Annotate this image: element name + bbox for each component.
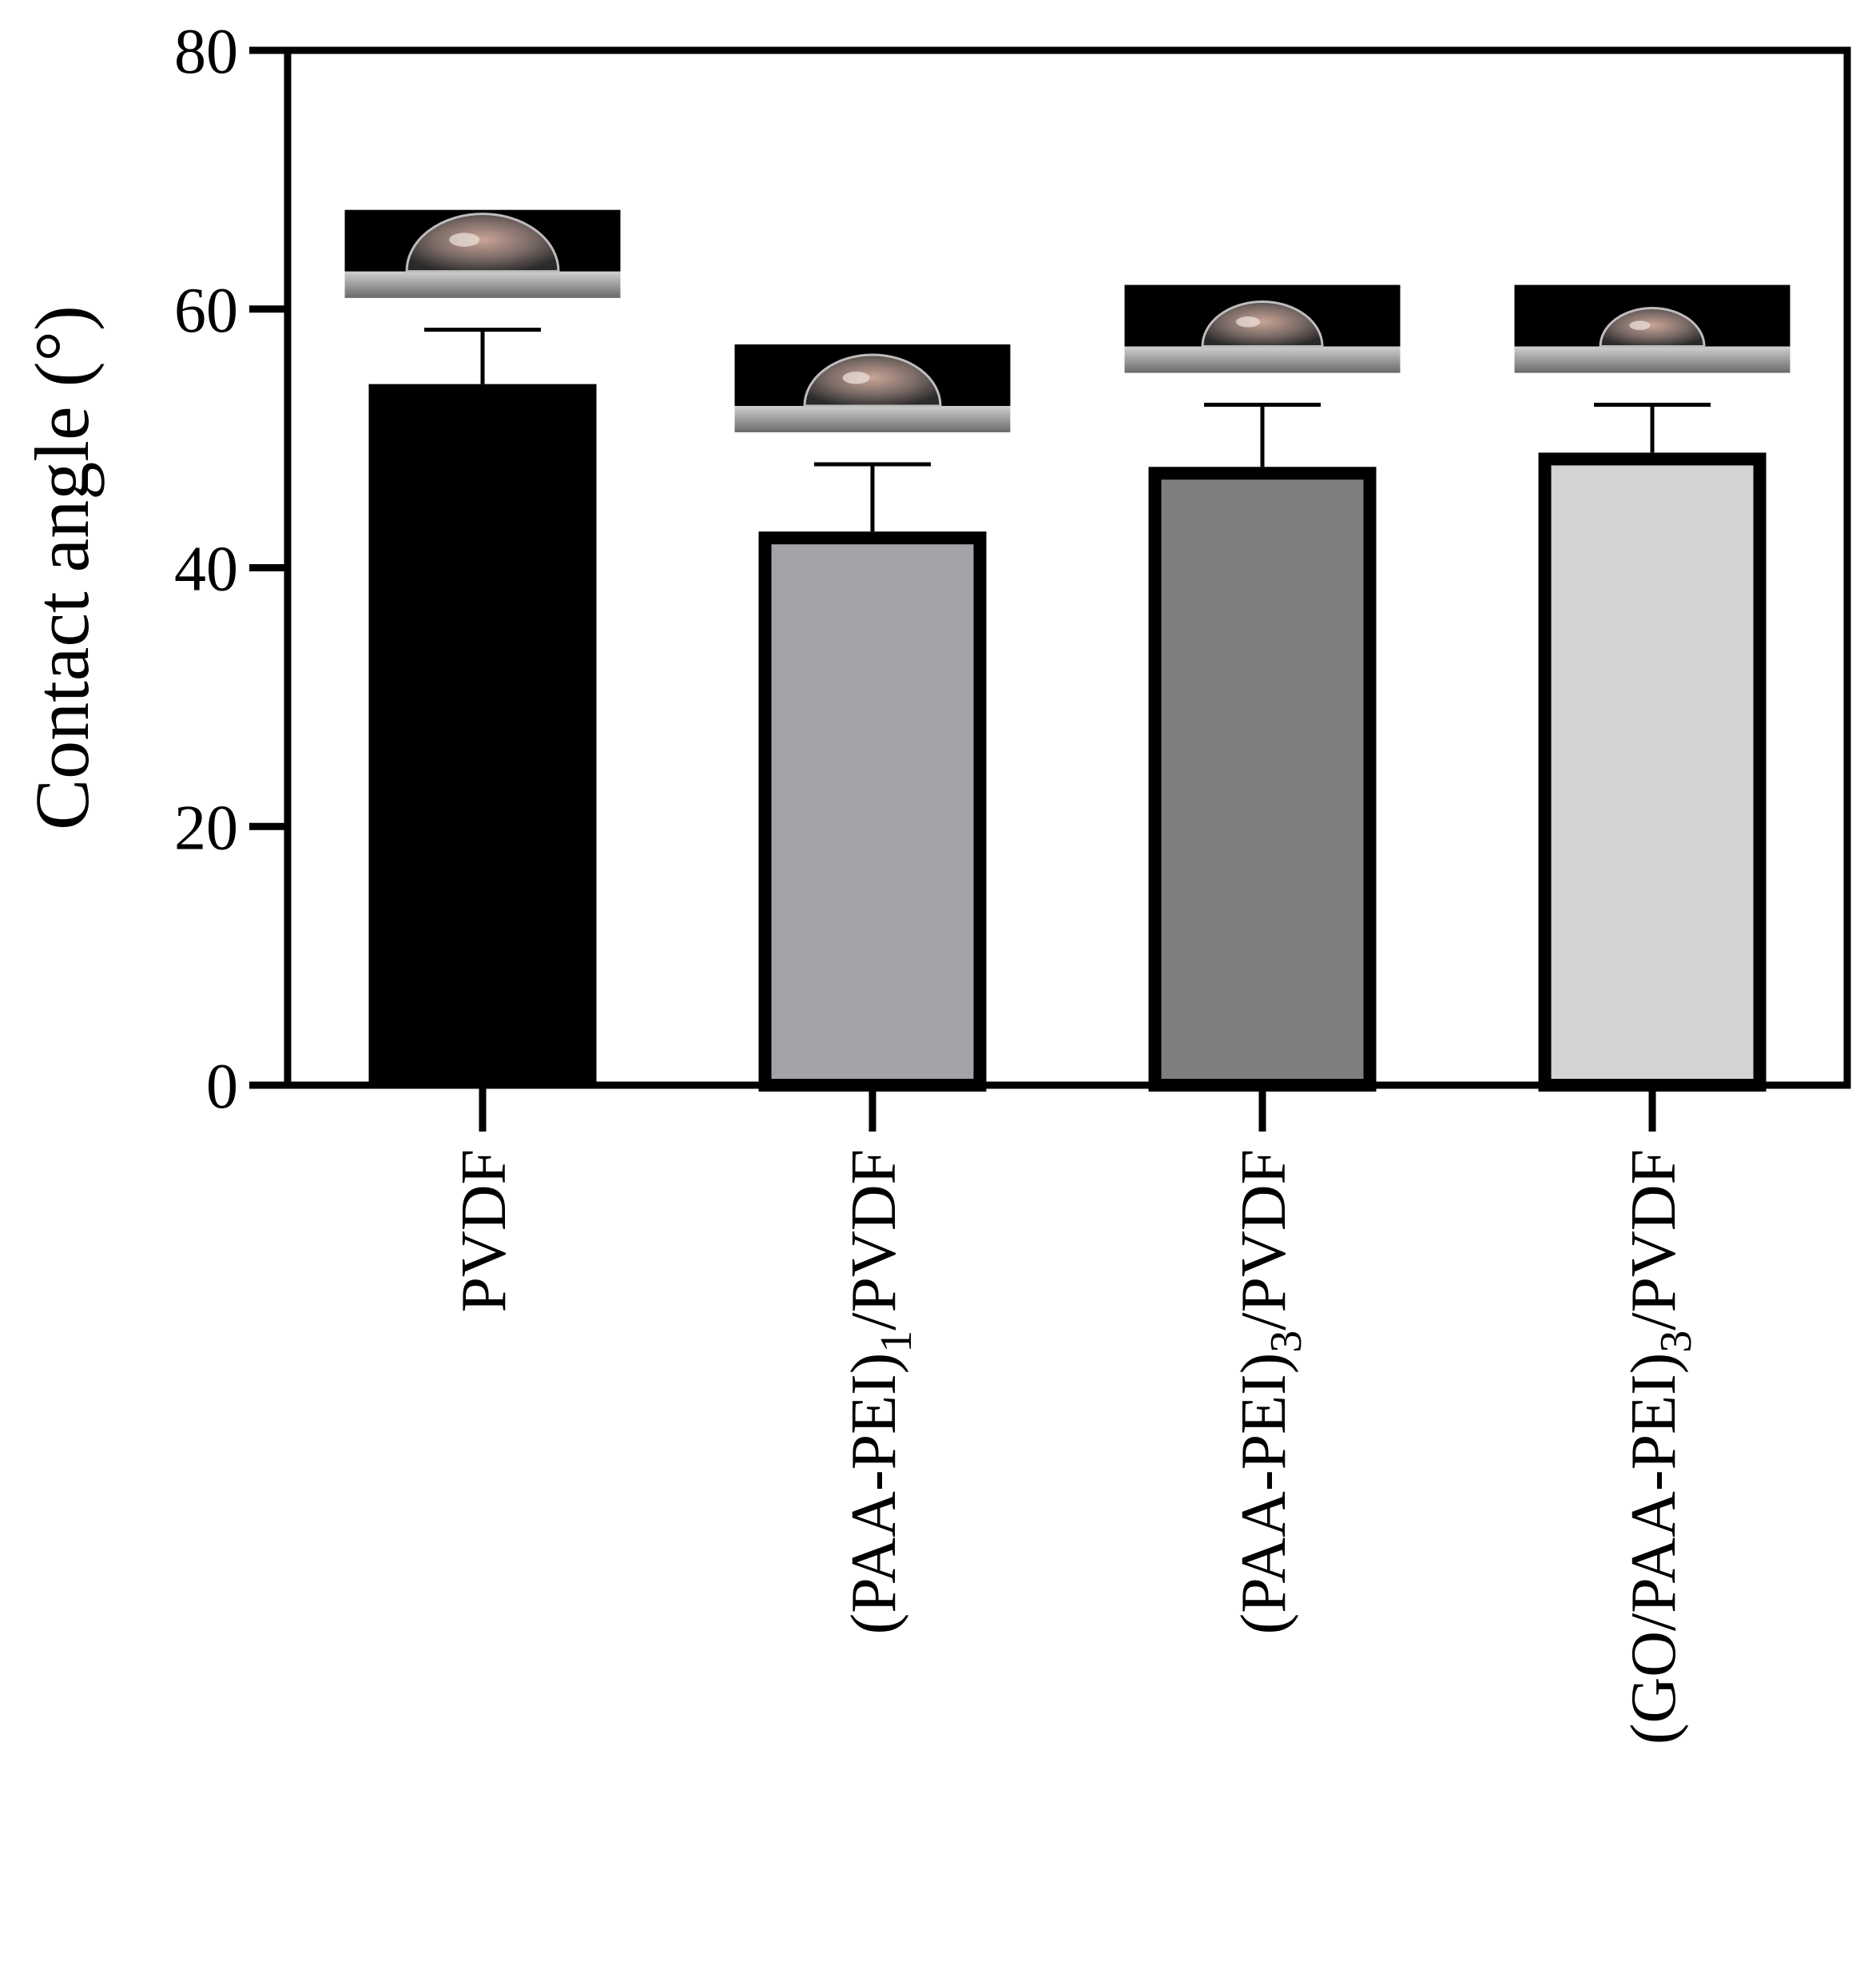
y-tick-label: 0 [206, 1052, 238, 1122]
droplet-image [1514, 284, 1791, 373]
error-bars [424, 328, 1711, 532]
droplet-image [1124, 284, 1401, 373]
x-category-label: (GO/PAA-PEI)3/PVDF [1619, 1149, 1701, 1744]
x-category-label: PVDF [449, 1149, 519, 1313]
y-tick-label: 20 [174, 793, 238, 863]
y-tick-label: 40 [174, 535, 238, 605]
bars [368, 384, 1767, 1092]
y-axis-ticks: 0 20 40 60 80 [174, 17, 288, 1122]
droplet-insets [344, 209, 1791, 432]
bar [1148, 467, 1377, 1092]
x-category-label: (PAA-PEI)1/PVDF [839, 1149, 921, 1634]
y-axis-title: Contact angle (°) [19, 305, 105, 830]
bar [758, 531, 987, 1092]
y-tick-label: 80 [174, 17, 238, 87]
x-category-labels: PVDF (PAA-PEI)1/PVDF (PAA-PEI)3/PVDF (GO/PA… [449, 1149, 1701, 1744]
x-category-label: (PAA-PEI)3/PVDF [1229, 1149, 1311, 1634]
bar [1538, 452, 1767, 1092]
y-tick-label: 60 [174, 276, 238, 346]
droplet-image [344, 209, 621, 298]
droplet-image [734, 344, 1011, 432]
plot-frame [284, 46, 1851, 1089]
x-axis-ticks [479, 1085, 1656, 1132]
bar [368, 384, 597, 1085]
